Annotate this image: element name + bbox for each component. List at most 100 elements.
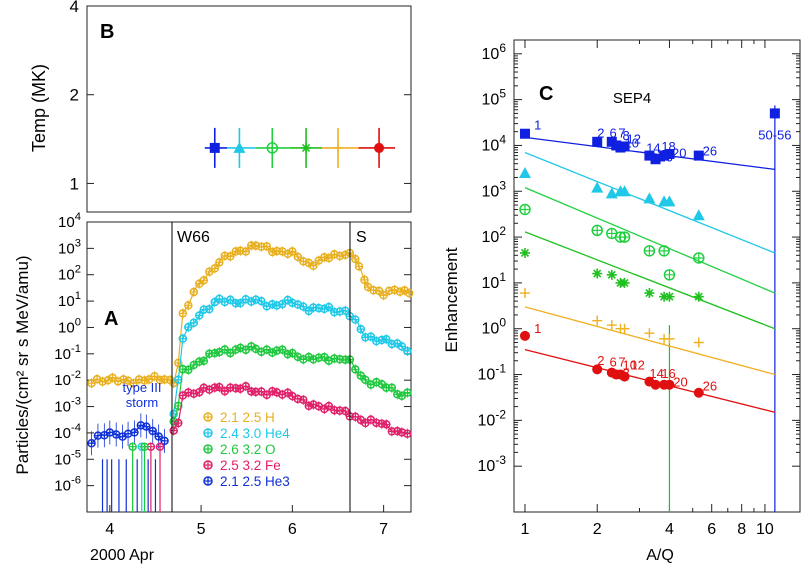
a-xtick-label: 6: [288, 521, 297, 538]
a-marker: [361, 375, 370, 385]
legend-marker: [203, 444, 213, 454]
marker-cross: [151, 372, 159, 380]
c-point: [650, 154, 661, 165]
marker-cross: [351, 413, 359, 421]
a-marker: [247, 342, 256, 351]
c-red-label: 16: [661, 366, 675, 381]
marker-cross: [156, 376, 164, 384]
a-marker: [241, 382, 251, 391]
a-marker: [231, 345, 241, 354]
c-series-green-circle: [519, 187, 776, 294]
marker-cross: [190, 288, 198, 296]
c-point: [592, 136, 603, 147]
marker-cross: [294, 253, 302, 261]
a-marker: [195, 387, 204, 397]
marker-cross: [190, 319, 198, 327]
c-point: [693, 252, 705, 264]
c-point: [650, 379, 661, 390]
panel-a: A Particles/(cm² sr s MeV/amu) 2000 Apr …: [13, 211, 414, 564]
a-marker: [189, 318, 199, 328]
c-ytick-label: 101: [482, 270, 507, 292]
marker-cross: [140, 377, 148, 385]
tick-base: 10: [54, 478, 71, 495]
a-marker: [393, 426, 402, 436]
panel-c-series: [518, 105, 780, 512]
legend-label: 2.6 3.2 O: [220, 442, 276, 457]
a-marker: [351, 365, 360, 374]
c-ytick-label: 104: [482, 132, 507, 154]
a-marker: [236, 246, 245, 255]
c-point: [519, 203, 531, 216]
a-drop-marker: [155, 442, 165, 451]
marker-cross: [592, 225, 603, 236]
legend-marker: [203, 460, 213, 470]
marker-cross: [693, 252, 704, 263]
c-point: [591, 181, 604, 193]
c-point: [693, 291, 704, 302]
s-label: S: [356, 229, 367, 246]
a-marker: [169, 417, 178, 426]
marker-cross: [257, 388, 265, 396]
panel-c-letter: C: [539, 83, 553, 105]
marker-cross: [299, 303, 307, 311]
c-red-label: 8: [623, 366, 630, 381]
c-blue-label: 1: [534, 118, 541, 133]
c-blue-label: 10: [625, 136, 639, 151]
c-point: [618, 231, 631, 243]
marker-cross: [267, 142, 278, 153]
marker-cross: [263, 346, 271, 354]
legend-label: 2.1 2.5 He3: [220, 474, 290, 489]
tick-exponent: 2: [499, 224, 506, 238]
panel-c: C SEP4 Enhancement A/Q 10610510410310210…: [442, 39, 801, 564]
marker-cross: [140, 443, 148, 451]
b-point-square: [209, 142, 220, 153]
a-marker: [268, 247, 277, 257]
a-marker: [382, 335, 391, 344]
a-marker: [236, 298, 245, 308]
c-fit-line: [524, 306, 776, 376]
c-point: [664, 291, 675, 302]
marker-cross: [204, 429, 212, 437]
c-point: [606, 320, 617, 331]
tick-exponent: 1: [75, 290, 81, 302]
a-marker: [320, 253, 329, 262]
a-ytick-label: 100: [58, 316, 81, 336]
tick-exponent: 6: [499, 41, 506, 55]
a-marker: [119, 375, 128, 384]
c-red-label: 10: [623, 357, 637, 372]
a-marker: [403, 429, 412, 438]
tick-base: 10: [482, 137, 500, 154]
c-red-label: 20: [673, 374, 687, 389]
a-marker: [293, 300, 303, 309]
c-point: [644, 328, 655, 339]
tick-exponent: -3: [495, 453, 506, 467]
a-series-4: [87, 413, 169, 512]
tick-base: 10: [58, 319, 75, 336]
c-point: [592, 364, 603, 375]
panel-c-title: SEP4: [613, 90, 651, 107]
c-red-label: 14: [649, 366, 663, 381]
marker-cross: [257, 297, 265, 305]
b-ytick-label: 1: [70, 174, 79, 193]
marker-cross: [106, 428, 114, 436]
marker-cross: [325, 402, 333, 410]
a-marker: [293, 252, 303, 262]
a-marker: [150, 371, 159, 381]
a-marker: [140, 376, 149, 385]
tick-exponent: -1: [495, 362, 506, 376]
marker-cross: [325, 254, 333, 262]
marker-cross: [88, 439, 96, 447]
tick-base: 10: [54, 399, 71, 416]
a-marker: [351, 315, 360, 324]
panel-c-ylabel: Enhancement: [442, 247, 461, 352]
tick-base: 10: [478, 458, 496, 475]
tick-exponent: 5: [499, 87, 506, 101]
marker-cross: [403, 347, 411, 355]
c-point: [692, 209, 705, 221]
panel-b: B Temp (MK) 1 2 4: [29, 0, 412, 213]
b-point-triangle: [233, 141, 246, 153]
c-point: [693, 150, 704, 161]
